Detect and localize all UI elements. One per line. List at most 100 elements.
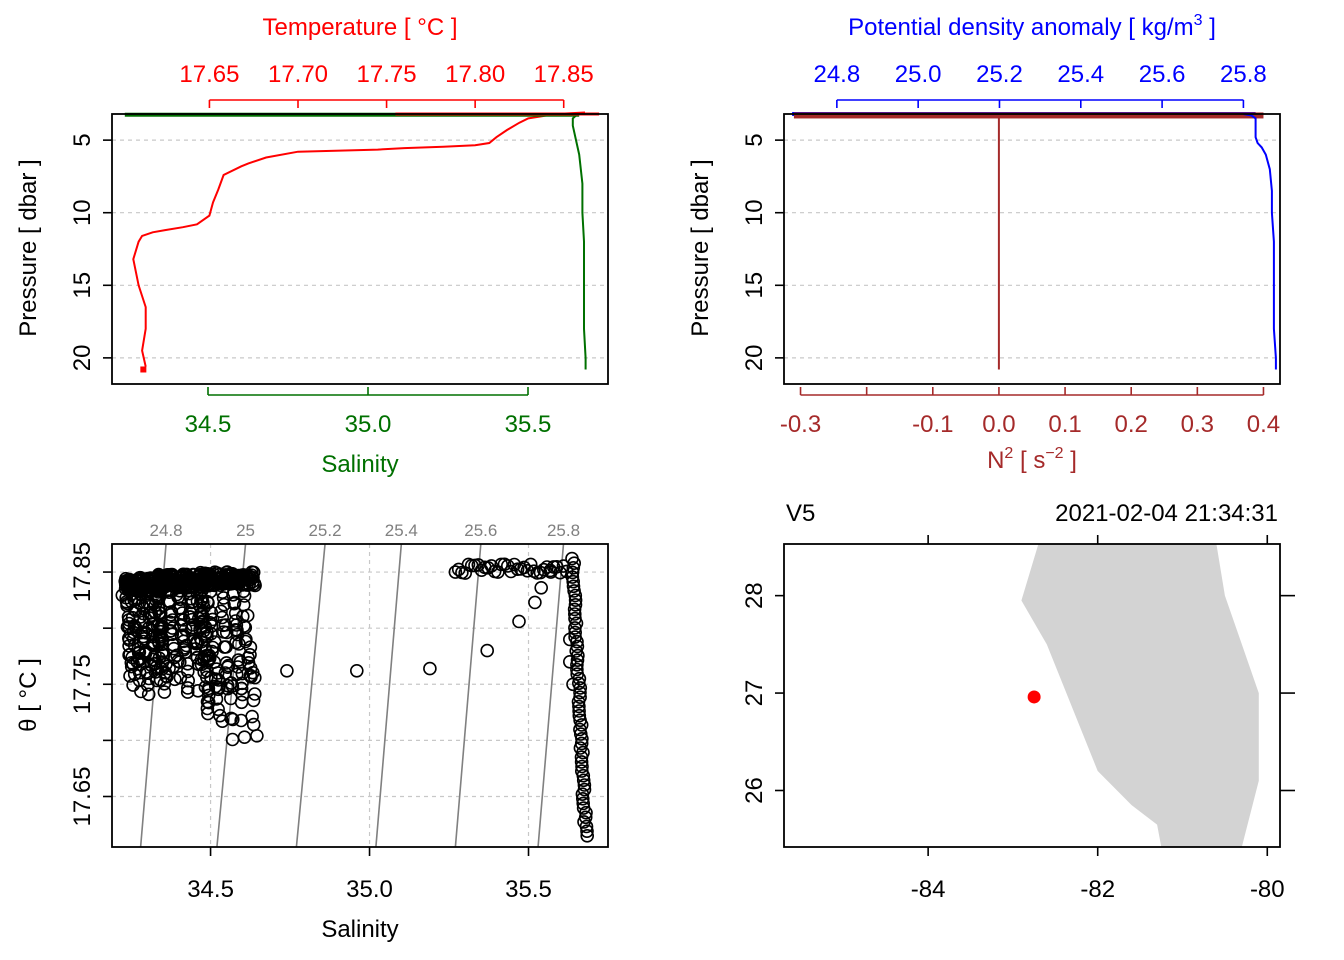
ts-point [215,610,229,625]
ts-point [567,602,582,617]
ts-point [570,634,584,649]
ts-point [573,722,587,737]
ts-point [227,595,242,610]
ts-point [491,565,505,579]
n2-tick-label: 0.1 [1048,411,1081,438]
ts-point [197,665,211,680]
isopycnal-line [375,543,403,848]
ts-point [512,614,526,629]
pressure-tick-label: 5 [69,133,96,146]
ts-point [196,595,210,610]
density-tick-label: 24.8 [813,61,860,88]
ts-point [134,684,148,699]
profile-frame [783,113,1281,385]
ts-point [140,596,155,611]
ts-point [448,565,463,579]
n2-tick-label: -0.3 [780,411,821,438]
ts-point [212,680,226,695]
station-label: V5 [786,500,815,527]
ts-point [250,728,264,743]
ts-point [566,574,581,589]
ts-point [216,591,231,605]
latitude-tick-label: 28 [741,582,768,609]
ts-point [216,618,230,633]
ts-point [211,702,225,717]
pressure-tick-label: 20 [69,345,96,372]
ts-point [568,621,582,635]
isopycnal-label: 25 [236,521,255,540]
ts-point [229,618,244,632]
ts-point [574,750,589,765]
salinity-tick-label: 35.5 [505,411,552,438]
ts-point [194,620,209,635]
pressure-gridlines [784,139,1280,359]
density-tick-label: 25.8 [1220,61,1267,88]
ts-point [201,596,215,610]
isopycnal-line [454,543,482,848]
ts-point [141,687,156,702]
pressure-tick-label: 10 [69,199,96,226]
n2-tick-label: 0.3 [1181,411,1214,438]
ts-point [245,709,259,724]
ts-point [226,712,240,727]
ts-point [565,565,580,580]
salinity-profile-line [569,113,587,370]
ts-point [574,755,589,769]
salinity-axis-label: Salinity [321,451,398,478]
pressure-axis-label: Pressure [ dbar ] [687,159,714,336]
ts-point [575,759,589,774]
ts-point [165,621,180,635]
map-frame [783,543,1281,848]
ts-point [225,732,240,747]
isopycnal-label: 25.4 [385,521,418,540]
ts-point [573,681,588,695]
ts-point [240,570,255,585]
ts-point [180,685,195,699]
longitude-tick-label: -84 [911,876,946,903]
ts-point [149,593,163,607]
ts-point [566,677,580,692]
theta-axis-label: θ [ °C ] [15,658,42,732]
cast-timestamp: 2021-02-04 21:34:31 [1055,500,1278,527]
ts-point [246,693,261,708]
latitude-tick-label: 27 [741,680,768,707]
ts-point [234,695,249,710]
ts-point [523,557,538,572]
ts-point [579,805,593,820]
ts-point [205,644,219,659]
n2-tick-label: -0.1 [912,411,953,438]
ts-point [576,768,591,783]
pressure-gridlines [112,139,608,359]
ts-point [543,565,558,579]
isopycnal-label: 25.8 [547,521,580,540]
ts-point [205,612,220,627]
isopycnal-line [295,543,326,848]
pressure-tick-label: 20 [741,345,768,372]
ts-point [423,661,437,676]
ts-point [566,579,581,594]
ts-point [580,828,595,843]
ts-point [175,606,190,620]
salinity-tick-label: 34.5 [185,411,232,438]
temperature-tick-label: 17.75 [357,61,417,88]
ts-point [577,778,592,792]
ts-point [504,564,518,579]
ts-point [575,731,589,746]
ts-point [528,595,542,610]
ts-point [231,653,246,667]
ts-point [534,580,549,595]
ts-point [201,688,216,703]
ts-point [536,562,551,577]
ts-point [217,597,231,612]
pressure-tick-label: 15 [69,272,96,299]
pressure-tick-label: 10 [741,199,768,226]
ts-point [280,663,294,678]
ts-point [243,647,257,662]
ts-point [165,627,180,642]
ts-point [576,773,591,788]
longitude-tick-label: -80 [1250,876,1285,903]
n2-tick-label: 0.2 [1115,411,1148,438]
pressure-tick-label: 5 [741,133,768,146]
n2-axis-label: N2 [ s−2 ] [987,445,1077,474]
density-tick-label: 25.0 [895,61,942,88]
